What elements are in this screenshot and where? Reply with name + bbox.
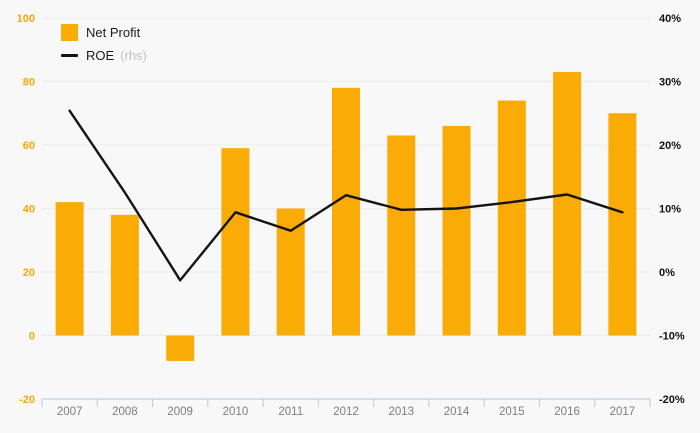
x-axis-label-2009: 2009 <box>167 406 193 418</box>
right-axis-tick-label: -10% <box>659 331 685 343</box>
net-profit-swatch-icon <box>61 24 78 41</box>
x-axis-label-2008: 2008 <box>112 406 138 418</box>
bar-2014 <box>442 125 471 336</box>
bar-2015 <box>497 100 526 336</box>
x-axis-label-2012: 2012 <box>333 406 359 418</box>
right-axis-tick-label: 30% <box>659 77 681 89</box>
right-axis-tick-label: 20% <box>659 140 681 152</box>
bar-2013 <box>387 135 416 336</box>
bar-2016 <box>553 71 582 336</box>
legend-label-roe: ROE <box>86 48 115 63</box>
legend-rhs-note: (rhs) <box>120 48 147 63</box>
bar-2009 <box>166 335 195 361</box>
legend-label-net-profit: Net Profit <box>86 25 141 40</box>
right-axis-tick-label: 0% <box>659 267 675 279</box>
x-axis-label-2015: 2015 <box>499 406 525 418</box>
x-axis-label-2007: 2007 <box>57 406 83 418</box>
right-axis-tick-label: -20% <box>659 394 685 406</box>
left-axis-tick-label: 20 <box>23 267 35 279</box>
bar-2012 <box>332 87 360 336</box>
legend: Net Profit ROE (rhs) <box>61 24 147 63</box>
right-axis-tick-label: 40% <box>659 13 681 25</box>
x-axis-label-2013: 2013 <box>388 406 414 418</box>
left-axis-tick-label: 40 <box>23 204 35 216</box>
left-axis-tick-label: 100 <box>17 13 35 25</box>
left-axis-tick-label: 80 <box>23 77 35 89</box>
legend-item-net-profit[interactable]: Net Profit <box>61 24 147 41</box>
legend-item-roe[interactable]: ROE (rhs) <box>61 48 147 63</box>
x-axis-label-2016: 2016 <box>554 406 580 418</box>
bar-2017 <box>608 113 637 336</box>
left-axis-tick-label: 60 <box>23 140 35 152</box>
x-axis-label-2010: 2010 <box>223 406 249 418</box>
bar-2008 <box>110 214 139 336</box>
bar-2010 <box>221 148 250 336</box>
left-axis-tick-label: -20 <box>19 394 35 406</box>
x-axis-label-2017: 2017 <box>610 406 636 418</box>
left-axis-tick-label: 0 <box>29 331 35 343</box>
x-axis-label-2011: 2011 <box>278 406 303 418</box>
roe-line <box>68 109 624 282</box>
bar-2007 <box>55 202 84 336</box>
x-axis-label-2014: 2014 <box>444 406 470 418</box>
roe-line-swatch-icon <box>61 54 78 57</box>
right-axis-tick-label: 10% <box>659 204 681 216</box>
